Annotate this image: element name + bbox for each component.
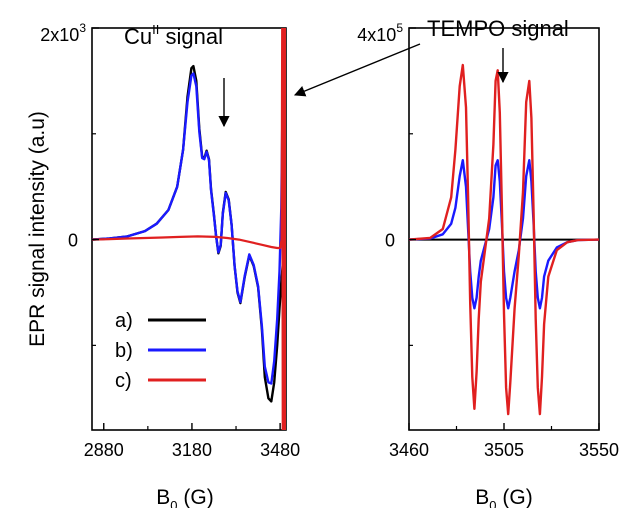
left-x-tick-label: 2880 <box>84 440 124 460</box>
left-x-tick-label: 3480 <box>260 440 300 460</box>
right-x-tick-label: 3505 <box>484 440 524 460</box>
left-y-tick-label: 2x103 <box>40 21 86 45</box>
legend-label-c: c) <box>115 370 132 392</box>
left-series-b <box>92 49 285 385</box>
left-series-c <box>92 28 284 430</box>
right-y-tick-label: 0 <box>385 231 395 251</box>
left-x-tick-label: 3180 <box>172 440 212 460</box>
left-x-axis-title: B0 (G) <box>156 486 213 508</box>
legend-label-b: b) <box>115 340 133 362</box>
right-x-axis-title: B0 (G) <box>475 486 532 508</box>
right-plot-frame <box>408 27 600 431</box>
right-x-tick-label: 3460 <box>389 440 429 460</box>
left-y-tick-exponent: 3 <box>79 21 86 35</box>
tempo-signal-annotation: TEMPO signal <box>427 16 569 41</box>
cu-signal-annotation: CuII signal <box>124 22 223 49</box>
legend-label-a: a) <box>115 310 133 332</box>
right-x-tick-label: 3550 <box>579 440 619 460</box>
left-y-tick-label: 0 <box>68 231 78 251</box>
tempo-arrow-left <box>293 43 421 97</box>
right-y-tick-exponent: 5 <box>396 21 403 35</box>
left-series-c-saturation <box>281 28 286 430</box>
cu-annotation-base: Cu <box>124 24 152 49</box>
right-y-tick-label: 4x105 <box>357 21 403 45</box>
legend: a) b) c) <box>115 310 206 392</box>
y-axis-title: EPR signal intensity (a.u) <box>26 111 49 347</box>
cu-annotation-sup: II <box>152 22 159 37</box>
right-series-c <box>409 63 599 416</box>
